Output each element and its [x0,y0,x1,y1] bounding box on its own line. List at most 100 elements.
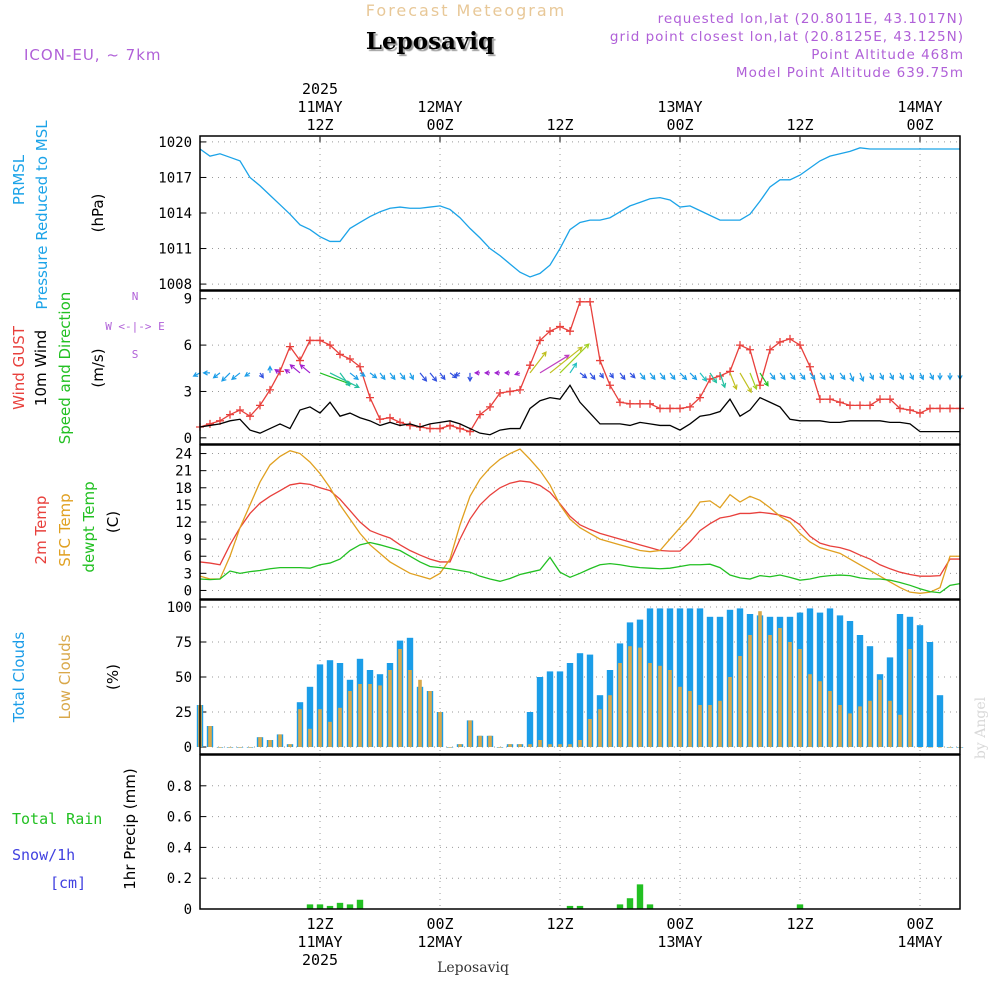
wind-arrow [389,372,396,381]
wind-arrow [369,372,378,379]
gust-marker [846,401,854,410]
gust-marker [236,406,244,414]
y-tick-label: 0.4 [167,840,192,856]
pressure-panel: PRMSL Pressure Reduced to MSL (hPa) 1008… [10,120,961,310]
gust-marker [576,297,584,306]
wind-arrow [467,372,473,383]
low-cloud-bar [348,691,352,747]
wind-arrow [749,372,758,391]
total-cloud-bar [696,608,704,747]
gust-marker [866,401,874,410]
y-tick-label: 0.2 [167,871,192,887]
low-cloud-bar [588,719,592,747]
low-cloud-bar [238,747,242,748]
y-tick-label: 21 [175,464,192,480]
model-label: ICON-EU, ~ 7km [24,46,162,64]
gust-marker [446,421,454,430]
bottom-time-tick-label: 14MAY [897,933,942,951]
low-cloud-bar [488,735,492,747]
top-time-tick-label: 12Z [786,116,813,134]
wind-arrow [493,370,500,376]
wind-arrow [779,372,786,381]
gust-marker [226,410,234,419]
credit-label: by Angel [973,696,989,759]
gust-marker [916,409,924,418]
total-cloud-bar [586,654,594,747]
total-cloud-bar [676,608,684,747]
total-cloud-bar [926,642,934,747]
wind-arrow [659,372,666,381]
wind-arrow [829,372,834,381]
low-cloud-bar [808,674,812,747]
gust-marker [646,399,654,408]
low-cloud-bar [568,744,572,747]
wind-arrow [699,372,708,382]
top-time-tick-label: 00Z [426,116,453,134]
panel-frame [199,754,961,910]
total-cloud-bar [936,695,944,747]
y-tick-label: 1008 [158,277,192,293]
low-cloud-bar [618,663,622,747]
clouds-panel: Total Clouds Low Clouds (%) 0 25 50 75 100 [10,599,964,756]
low-cloud-bar [608,695,612,747]
y-tick-label: 1017 [158,170,192,186]
gust-marker [666,404,674,413]
rain-bar [566,905,574,909]
wind-arrow [319,372,352,386]
panel-grid: 0 25 50 75 100 [167,600,960,756]
wind-arrow [899,372,904,381]
low-cloud-bar [508,744,512,747]
compass-west-east: W <-|-> E [105,320,165,333]
low-cloud-bar [658,665,662,747]
low-cloud-bar [848,713,852,747]
gust-marker [766,345,774,354]
top-time-tick-label: 11MAY [297,98,342,116]
wind-arrow [839,372,846,381]
bottom-time-tick-label: 12Z [546,915,573,933]
series-10m-wind [199,384,960,436]
low-cloud-bar [248,747,252,748]
low-cloud-bar [408,670,412,747]
total-cloud-bar [306,686,314,747]
wind-arrow [859,372,865,383]
wind-arrow [339,372,351,387]
low-cloud-bar [258,737,262,747]
low-cloud-bar [368,684,372,747]
y-tick-label: 0 [184,902,192,918]
gust-marker [656,404,664,413]
gust-marker [346,355,354,363]
wind-arrow [639,372,646,381]
gust-marker [746,345,754,354]
total-cloud-bar [686,608,694,747]
gust-marker [606,381,614,390]
low-cloud-bar [908,649,912,747]
gust-marker [636,399,644,408]
top-time-tick-label: 12Z [306,116,333,134]
low-cloud-bar [858,706,862,747]
wind-arrow [439,372,446,381]
gust-marker [286,342,294,351]
low-cloud-bar [668,670,672,747]
gust-marker [376,415,384,424]
bottom-time-tick-label: 12MAY [417,933,462,951]
series-wind-gust [196,297,964,436]
gust-marker [246,412,254,421]
y-tick-label: 18 [175,481,192,497]
total-cloud-bar [536,677,544,747]
wind-speed-direction-label: Speed and Direction [56,292,74,445]
low-cloud-bar [538,740,542,747]
gust-marker [706,375,714,384]
wind-arrow [549,346,583,374]
y-tick-label: 0.6 [167,810,192,826]
gust-marker [406,421,414,430]
low-cloud-bar [358,684,362,747]
low-cloud-bar [498,747,502,748]
total-cloud-bar [556,671,564,747]
gust-marker [566,327,574,336]
series-line [199,384,960,436]
wind-arrow [739,372,752,394]
low-cloud-bar [288,744,292,747]
gust-marker [206,419,214,428]
